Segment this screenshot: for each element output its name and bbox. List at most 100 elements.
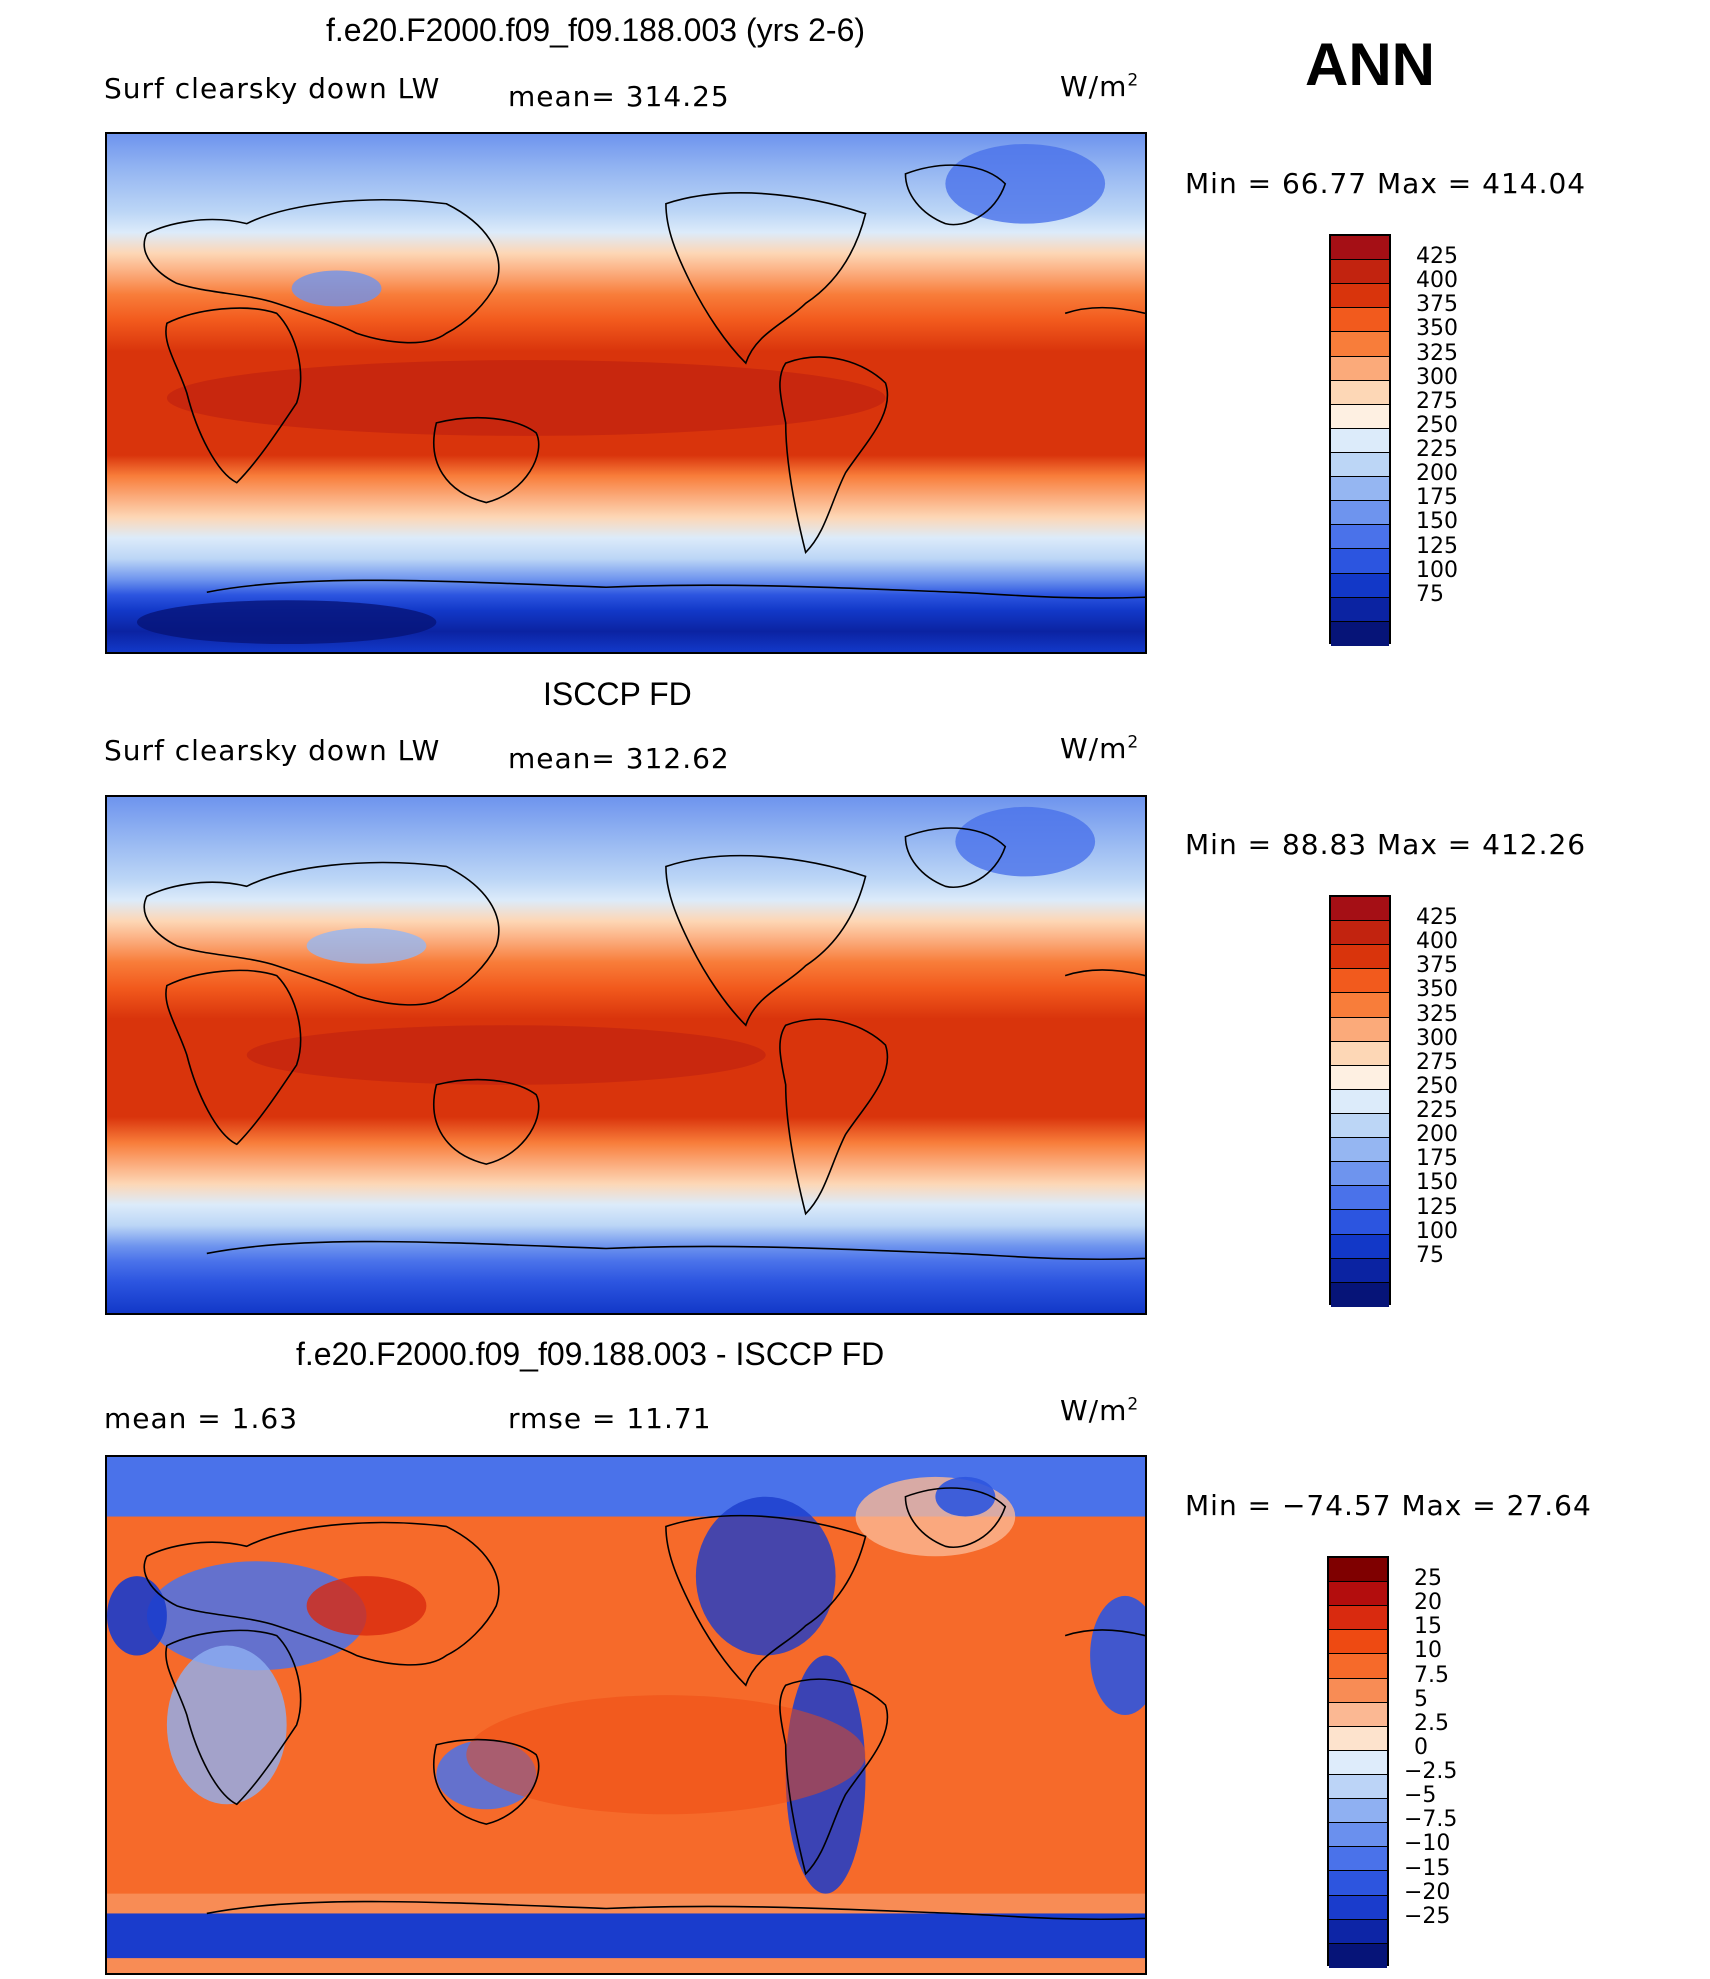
colorbar-segment	[1331, 1282, 1389, 1307]
colorbar-segment	[1329, 1630, 1387, 1655]
colorbar-tick-label: 300	[1416, 1025, 1458, 1051]
colorbar-segment	[1331, 597, 1389, 622]
colorbar-segment	[1329, 1919, 1387, 1944]
colorbar-tick-label: 200	[1416, 1122, 1458, 1148]
colorbar-tick-label: 325	[1416, 1001, 1458, 1027]
panel-diff-minmax: Min = −74.57 Max = 27.64	[1185, 1489, 1592, 1522]
colorbar-segment	[1331, 236, 1389, 261]
panel-obs-title: ISCCP FD	[543, 676, 692, 712]
panel-diff-units: W/m2	[1060, 1394, 1140, 1427]
colorbar-segment	[1329, 1678, 1387, 1703]
colorbar-segment	[1329, 1606, 1387, 1631]
colorbar-segment	[1331, 1162, 1389, 1187]
colorbar-tick-label: 175	[1416, 485, 1458, 511]
panel-diff-title: f.e20.F2000.f09_f09.188.003 - ISCCP FD	[296, 1336, 885, 1372]
colorbar-segment	[1331, 284, 1389, 309]
colorbar-segment	[1331, 897, 1389, 922]
colorbar-tick-label: 250	[1416, 412, 1458, 438]
colorbar-segment	[1331, 1186, 1389, 1211]
colorbar-tick-label: 425	[1416, 244, 1458, 270]
colorbar-segment	[1331, 452, 1389, 478]
panel-obs-variable-label: Surf clearsky down LW	[104, 734, 441, 767]
colorbar-tick-label: 375	[1416, 953, 1458, 979]
panel-diff-colorbar-ticks: 25 20 15 10 7.5 5 2.5 0 −2.5 −5 −7.5 −10 −15 −20 −25	[1404, 1556, 1484, 1966]
colorbar-tick-label: −5	[1404, 1783, 1437, 1809]
colorbar-segment	[1329, 1895, 1387, 1920]
season-label: ANN	[1305, 31, 1435, 98]
colorbar-segment	[1331, 1017, 1389, 1042]
colorbar-segment	[1329, 1823, 1387, 1848]
colorbar-tick-label: 400	[1416, 929, 1458, 955]
colorbar-segment	[1329, 1654, 1387, 1679]
colorbar-segment	[1331, 260, 1389, 285]
panel-model-colorbar-ticks: 425 400 375 350 325 300 275 250 225 200 175 150 125 1…	[1406, 234, 1486, 644]
colorbar-segment	[1331, 1089, 1389, 1114]
colorbar-segment	[1331, 477, 1389, 502]
colorbar-tick-label: 275	[1416, 388, 1458, 414]
panel-model-variable-label: Surf clearsky down LW	[104, 72, 441, 105]
colorbar-segment	[1331, 1138, 1389, 1163]
panel-diff-map	[105, 1455, 1147, 1975]
colorbar-segment	[1331, 1113, 1389, 1139]
colorbar-segment	[1331, 356, 1389, 381]
panel-obs-colorbar	[1329, 895, 1391, 1307]
colorbar-segment	[1331, 428, 1389, 453]
colorbar-tick-label: 350	[1416, 977, 1458, 1003]
colorbar-segment	[1331, 1210, 1389, 1235]
colorbar-segment	[1329, 1702, 1387, 1727]
colorbar-segment	[1331, 573, 1389, 598]
colorbar-tick-label: 375	[1416, 292, 1458, 318]
panel-obs-map	[105, 795, 1147, 1315]
panel-diff-rmse-label: rmse = 11.71	[508, 1402, 712, 1435]
colorbar-segment	[1331, 921, 1389, 946]
colorbar-tick-label: 125	[1416, 1194, 1458, 1220]
colorbar-segment	[1329, 1726, 1387, 1751]
colorbar-segment	[1331, 993, 1389, 1018]
colorbar-tick-label: 5	[1414, 1686, 1428, 1712]
colorbar-segment	[1331, 332, 1389, 357]
colorbar-tick-label: −7.5	[1404, 1807, 1458, 1833]
colorbar-tick-label: 200	[1416, 461, 1458, 487]
colorbar-tick-label: 75	[1416, 1242, 1444, 1268]
panel-model-mean-label: mean= 314.25	[508, 80, 730, 113]
colorbar-segment	[1331, 380, 1389, 405]
colorbar-tick-label: 7.5	[1414, 1662, 1449, 1688]
colorbar-segment	[1329, 1558, 1387, 1583]
panel-model-colorbar	[1329, 234, 1391, 646]
colorbar-segment	[1331, 1041, 1389, 1066]
colorbar-tick-label: −2.5	[1404, 1759, 1458, 1785]
panel-model-title: f.e20.F2000.f09_f09.188.003 (yrs 2-6)	[326, 12, 866, 48]
colorbar-tick-label: 300	[1416, 364, 1458, 390]
colorbar-tick-label: −10	[1404, 1831, 1451, 1857]
colorbar-tick-label: 100	[1416, 557, 1458, 583]
colorbar-segment	[1329, 1582, 1387, 1607]
panel-model-map	[105, 132, 1147, 654]
colorbar-segment	[1329, 1799, 1387, 1824]
colorbar-tick-label: 125	[1416, 533, 1458, 559]
colorbar-segment	[1329, 1871, 1387, 1896]
colorbar-tick-label: 25	[1414, 1566, 1442, 1592]
colorbar-tick-label: 275	[1416, 1049, 1458, 1075]
colorbar-segment	[1331, 501, 1389, 526]
colorbar-tick-label: 350	[1416, 316, 1458, 342]
panel-model-minmax: Min = 66.77 Max = 414.04	[1185, 167, 1587, 200]
colorbar-tick-label: −20	[1404, 1879, 1451, 1905]
colorbar-tick-label: 150	[1416, 509, 1458, 535]
panel-diff-mean-label: mean = 1.63	[104, 1402, 299, 1435]
colorbar-tick-label: 15	[1414, 1614, 1442, 1640]
panel-diff-colorbar	[1327, 1556, 1389, 1968]
colorbar-tick-label: −25	[1404, 1903, 1451, 1929]
colorbar-segment	[1331, 945, 1389, 970]
colorbar-tick-label: 10	[1414, 1638, 1442, 1664]
colorbar-tick-label: 150	[1416, 1170, 1458, 1196]
colorbar-segment	[1329, 1847, 1387, 1872]
colorbar-segment	[1329, 1750, 1387, 1775]
colorbar-segment	[1331, 1258, 1389, 1283]
colorbar-tick-label: −15	[1404, 1855, 1451, 1881]
colorbar-segment	[1331, 308, 1389, 333]
colorbar-segment	[1331, 1234, 1389, 1259]
colorbar-tick-label: 225	[1416, 437, 1458, 463]
colorbar-segment	[1329, 1943, 1387, 1968]
colorbar-tick-label: 2.5	[1414, 1710, 1449, 1736]
colorbar-segment	[1331, 621, 1389, 646]
